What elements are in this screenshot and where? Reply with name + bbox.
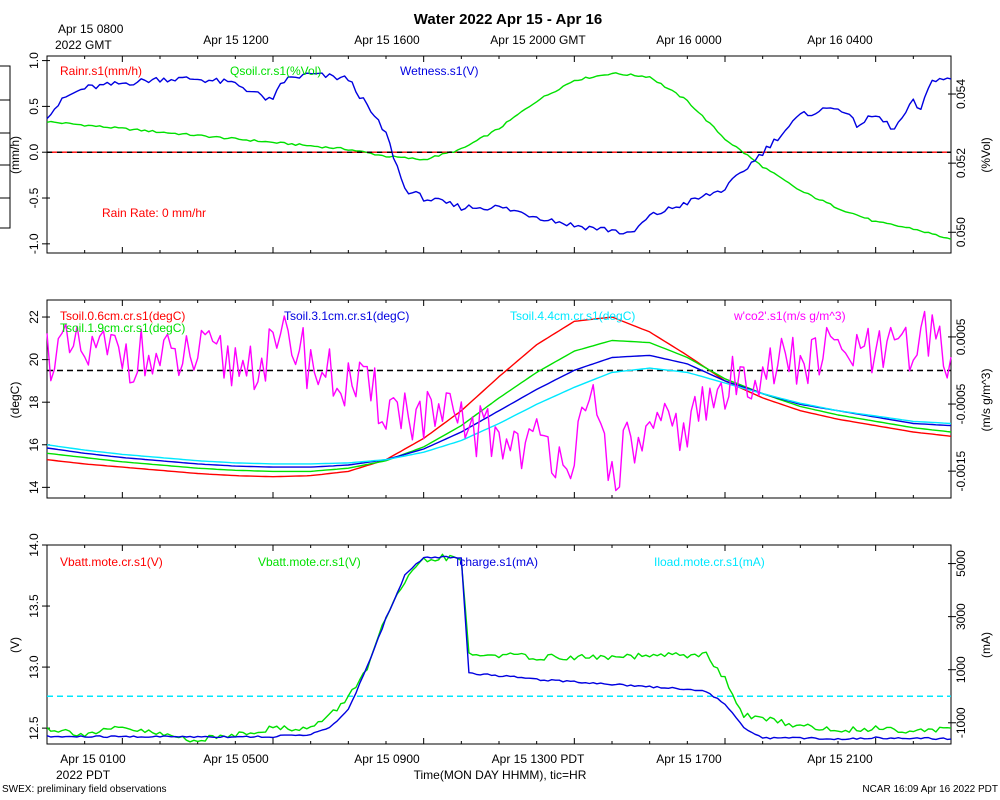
left-edge-bracket [0,65,11,229]
footer-note-right: NCAR 16:09 Apr 16 2022 PDT [862,784,998,795]
left-axis: -1.0 -0.5 0.0 0.5 1.0 [27,52,50,254]
legend-vbatt-green: Vbatt.mote.cr.s1(V) [258,555,361,569]
series-group [46,310,952,492]
y-tick-label: -1.0 [27,233,41,254]
rain-rate-annotation: Rain Rate: 0 mm/hr [102,206,206,220]
y-tick-label: 0.054 [954,79,968,109]
series-line-w-co2-s1-m-s-g-m-3 [46,310,952,492]
panel-frame [46,544,952,745]
left-axis-label: (V) [8,637,22,653]
legend-wetness: Wetness.s1(V) [400,64,478,78]
y-tick-label: 13.0 [27,655,41,679]
series-line-wetness-s1-v [46,72,952,235]
y-tick-label: 1.0 [27,52,41,69]
series-line-qsoil-cr-s1-vol [46,72,952,240]
pdt-tick-label: Apr 15 0500 [203,752,269,766]
legend-tsoil-1-9cm: Tsoil.1.9cm.cr.s1(degC) [60,321,185,335]
legend-iload: Iload.mote.cr.s1(mA) [654,555,765,569]
y-tick-label: 3000 [954,603,968,630]
y-tick-label: 0.5 [27,98,41,115]
legend-tsoil-3-1cm: Tsoil.3.1cm.cr.s1(degC) [284,309,409,323]
water-panel: -1.0 -0.5 0.0 0.5 1.0 0.050 0.052 0.054 (mm/h)… [8,52,993,254]
legend-qsoil: Qsoil.cr.s1(%Vol) [230,64,321,78]
left-axis-label: (mm/h) [8,136,22,174]
y-tick-label: -1000 [954,707,968,738]
time-axis-label: Time(MON DAY HHMM), tic=HR [414,768,587,782]
y-tick-label: -0.0005 [954,383,968,424]
y-tick-label: 1000 [954,656,968,683]
legend-icharge: Icharge.s1(mA) [456,555,538,569]
gmt-start-year-label: 2022 GMT [55,38,112,52]
y-tick-label: 5000 [954,550,968,577]
y-tick-label: -0.0015 [954,450,968,491]
series-group [46,553,952,743]
time-axis-ticks [46,300,952,498]
time-axis-ticks [46,545,952,744]
y-tick-label: 12.5 [27,716,41,740]
y-tick-label: 0.0 [27,144,41,161]
gmt-start-label: Apr 15 0800 [58,22,124,36]
gmt-tick-label: Apr 15 1600 [354,33,420,47]
series-line-tsoil-4-4cm-cr-s1-degc [46,367,952,465]
y-tick-label: 20 [27,353,41,367]
series-group [46,72,952,240]
gmt-tick-label: Apr 16 0400 [807,33,873,47]
y-tick-label: 18 [27,395,41,409]
footer-note-left: SWEX: preliminary field observations [2,784,167,795]
y-tick-label: 16 [27,438,41,452]
legend-vbatt-red: Vbatt.mote.cr.s1(V) [60,555,163,569]
pdt-tick-label: Apr 15 0100 [60,752,126,766]
right-axis-label: (%Vol) [979,137,993,172]
y-tick-label: 13.5 [27,594,41,618]
chart-title: Water 2022 Apr 15 - Apr 16 [414,11,602,28]
pdt-tick-label: Apr 15 2100 [807,752,873,766]
series-line-icharge-s1-ma [46,555,952,741]
right-axis: 0.050 0.052 0.054 [948,79,968,247]
series-line-tsoil-1-9cm-cr-s1-degc [46,339,952,473]
legend-tsoil-0-6cm: Tsoil.0.6cm.cr.s1(degC) [60,309,185,323]
series-line-tsoil-3-1cm-cr-s1-degc [46,354,952,468]
pdt-year-label: 2022 PDT [56,768,111,782]
series-line-vbatt-mote-cr-s1-v [46,553,952,743]
pdt-tick-label: Apr 15 1300 PDT [492,752,585,766]
pdt-tick-label: Apr 15 0900 [354,752,420,766]
gmt-tick-label: Apr 16 0000 [656,33,722,47]
left-axis-label: (degC) [8,382,22,419]
panel-frame [46,55,952,254]
y-tick-label: 0.050 [954,217,968,247]
power-panel: 12.5 13.0 13.5 14.0 5000 3000 1000 -1000 (V) (… [8,533,993,745]
pdt-tick-label: Apr 15 1700 [656,752,722,766]
legend-rainr: Rainr.s1(mm/h) [60,64,142,78]
y-tick-label: 14.0 [27,533,41,557]
legend-tsoil-4-4cm: Tsoil.4.4cm.cr.s1(degC) [510,309,635,323]
legend-wco2: w'co2'.s1(m/s g/m^3) [733,309,846,323]
y-tick-label: -0.5 [27,187,41,208]
soil-temperature-panel: 14 16 18 20 22 0.0005 -0.0005 -0.0015 (degC) (… [8,299,993,499]
right-axis: 5000 3000 1000 -1000 [948,550,968,738]
y-tick-label: 22 [27,310,41,324]
y-tick-label: 14 [27,480,41,494]
left-axis: 14 16 18 20 22 [27,310,50,494]
y-tick-label: 0.0005 [954,318,968,355]
y-tick-label: 0.052 [954,148,968,178]
gmt-tick-label: Apr 15 1200 [203,33,269,47]
right-axis: 0.0005 -0.0005 -0.0015 [948,318,968,492]
left-axis: 12.5 13.0 13.5 14.0 [27,533,50,740]
series-line-tsoil-0-6cm-cr-s1-degc [46,316,952,478]
time-axis-ticks [46,56,952,253]
gmt-tick-label: Apr 15 2000 GMT [490,33,586,47]
right-axis-label: (mA) [979,632,993,658]
right-axis-label: (m/s g/m^3) [979,369,993,432]
